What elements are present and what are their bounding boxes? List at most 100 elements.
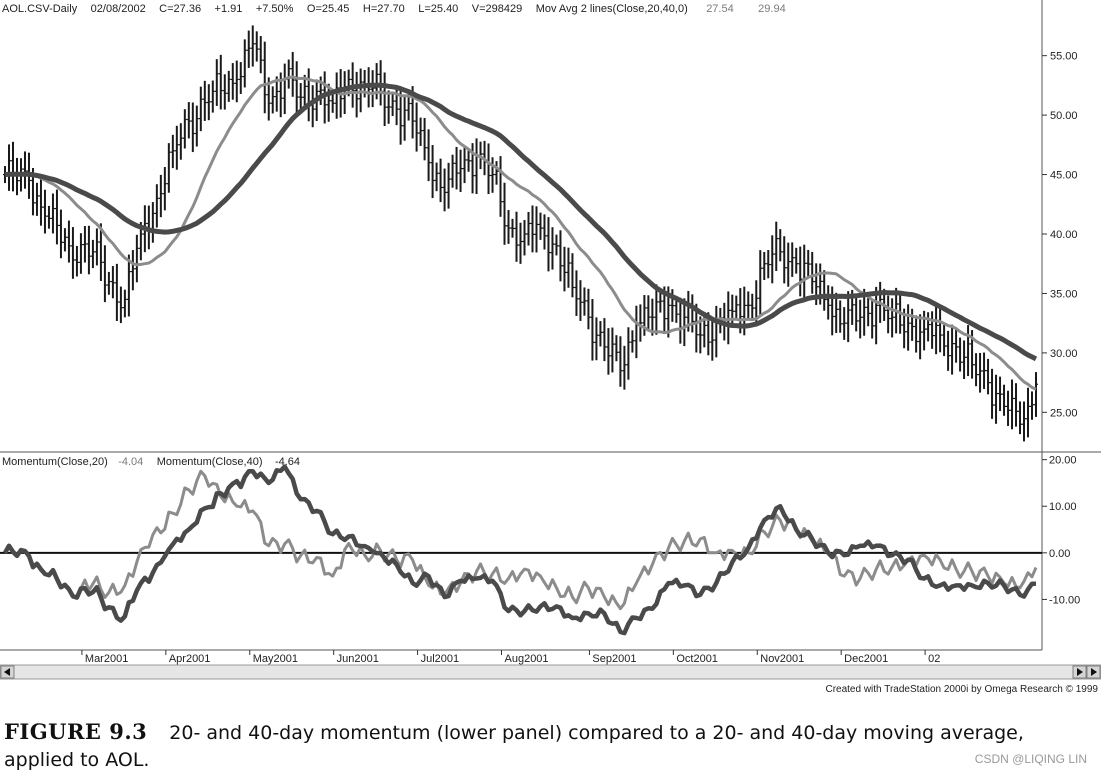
price-bar <box>570 253 575 298</box>
price-bar <box>90 239 95 269</box>
price-bar <box>1002 384 1007 416</box>
price-bar <box>622 345 627 390</box>
date-tick-label: 02 <box>928 653 940 665</box>
price-bar <box>250 25 255 67</box>
price-bar <box>490 157 495 193</box>
mom20-label: Momentum(Close,20) <box>2 456 108 468</box>
price-bar <box>466 149 471 172</box>
price-bar <box>654 284 659 335</box>
price-bar <box>58 209 63 259</box>
momentum-tick-label: 20.00 <box>1049 455 1077 467</box>
moving-average-lines <box>4 75 1038 391</box>
price-bar <box>798 246 803 297</box>
price-bar <box>274 76 279 112</box>
price-bar <box>134 234 139 283</box>
price-bar <box>602 318 607 362</box>
price-bar <box>978 352 983 393</box>
price-bar <box>758 250 763 317</box>
price-bar <box>998 376 1003 412</box>
price-bar <box>958 337 963 372</box>
price-bar <box>434 162 439 192</box>
ma40-line <box>4 82 1038 362</box>
price-bar <box>62 228 67 252</box>
price-bar <box>258 36 263 74</box>
price-bar <box>110 266 115 299</box>
mom20-value: -4.04 <box>118 456 143 468</box>
price-bar <box>462 145 467 184</box>
price-bar <box>130 250 135 291</box>
price-bar <box>762 251 767 280</box>
price-bar <box>226 70 231 102</box>
price-bar <box>1018 401 1023 435</box>
price-bar <box>34 182 39 216</box>
header-symbol: AOL.CSV-Daily <box>2 3 78 15</box>
price-bar <box>518 222 523 264</box>
price-bar <box>542 214 547 250</box>
date-tick-label: Nov2001 <box>760 653 804 665</box>
momentum-tick-label: -10.00 <box>1049 594 1080 606</box>
price-bar <box>70 227 75 279</box>
header-ma40-value: 29.94 <box>758 3 786 15</box>
price-bar <box>506 210 511 244</box>
price-bar <box>1026 387 1031 438</box>
price-bar <box>50 193 55 234</box>
price-tick-label: 30.00 <box>1050 348 1078 360</box>
header-high: H=27.70 <box>363 3 405 15</box>
price-bar <box>206 84 211 121</box>
price-bar <box>406 93 411 121</box>
price-bar <box>942 325 947 357</box>
price-bar <box>214 59 219 106</box>
price-bar <box>982 352 987 390</box>
price-bar <box>94 228 99 266</box>
date-tick-label: Sep2001 <box>592 653 636 665</box>
price-bar <box>870 300 875 339</box>
price-bar <box>210 80 215 113</box>
price-bar <box>162 167 167 211</box>
price-bar <box>114 263 119 322</box>
date-tick-label: May2001 <box>253 653 298 665</box>
price-bar <box>218 54 223 110</box>
price-bar <box>890 298 895 338</box>
figure-caption-text: 20- and 40-day momentum (lower panel) co… <box>4 722 1024 771</box>
price-bar <box>238 62 243 94</box>
price-bar <box>990 368 995 419</box>
date-tick-label: Apr2001 <box>169 653 211 665</box>
momentum-tick-label: 0.00 <box>1049 548 1070 560</box>
price-bar <box>658 290 663 313</box>
horizontal-scrollbar[interactable] <box>0 664 1101 680</box>
price-bar <box>750 293 755 320</box>
price-bar <box>834 292 839 334</box>
price-tick-label: 35.00 <box>1050 288 1078 300</box>
price-bar <box>450 154 455 188</box>
price-bar <box>122 289 127 318</box>
price-bar <box>158 174 163 218</box>
price-bar <box>562 246 567 292</box>
scroll-end-arrow-icon <box>1091 668 1097 676</box>
price-bar <box>730 294 735 328</box>
price-bar <box>746 291 751 320</box>
price-bar <box>174 125 179 170</box>
date-tick-label: Aug2001 <box>505 653 549 665</box>
price-bar <box>1022 401 1027 442</box>
price-bar <box>510 218 515 238</box>
price-bar <box>578 280 583 321</box>
momentum-tick-label: 10.00 <box>1049 501 1077 513</box>
price-bar <box>774 221 779 271</box>
price-bar <box>710 321 715 361</box>
price-bar <box>826 285 831 320</box>
price-bar <box>930 311 935 349</box>
price-bar <box>918 314 923 360</box>
price-bar <box>886 295 891 334</box>
price-bar <box>438 158 443 203</box>
price-bar <box>534 206 539 253</box>
price-bar <box>994 374 999 424</box>
scroll-right-arrow-icon <box>1077 668 1083 676</box>
price-bar <box>934 306 939 355</box>
price-bar <box>290 51 295 97</box>
price-bar <box>302 74 307 109</box>
mom40-label: Momentum(Close,40) <box>157 456 263 468</box>
price-bar <box>974 353 979 387</box>
date-tick-label: Oct2001 <box>676 653 718 665</box>
price-bar <box>910 308 915 341</box>
price-bar <box>294 61 299 116</box>
